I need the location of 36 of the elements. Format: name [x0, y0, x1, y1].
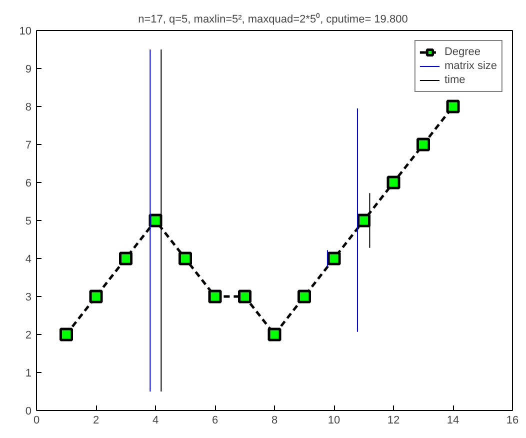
point [238, 290, 252, 304]
x-tick-label: 8 [271, 414, 278, 426]
y-tick-label: 2 [25, 330, 32, 342]
chart-title: n=17, q=5, maxlin=5², maxquad=2*5⁰, cputime= 19.800 [138, 12, 408, 26]
point [327, 252, 341, 266]
x-tick-label: 4 [152, 414, 159, 426]
x-tick-label: 0 [33, 414, 40, 426]
y-tick-label: 4 [25, 254, 32, 266]
legend-label: time [444, 73, 466, 87]
x-tick-label: 12 [387, 414, 400, 426]
y-tick-label: 5 [25, 216, 32, 228]
point [298, 290, 311, 304]
point [178, 252, 192, 266]
point [416, 138, 430, 152]
y-tick-label: 7 [25, 140, 32, 152]
x-tick-label: 10 [328, 414, 340, 426]
y-tick-label: 0 [25, 406, 32, 418]
x-tick-label: 6 [212, 414, 218, 426]
point [60, 328, 73, 342]
y-tick-label: 10 [19, 26, 32, 38]
point [268, 328, 282, 342]
point [208, 290, 222, 304]
y-tick-label: 6 [25, 178, 32, 190]
point [446, 100, 460, 114]
x-tick-label: 2 [92, 414, 100, 426]
point [386, 176, 400, 190]
legend-label: matrix size [444, 59, 497, 73]
y-tick-label: 1 [25, 368, 32, 380]
y-tick-label: 8 [25, 102, 32, 114]
y-tick-label: 9 [25, 64, 32, 76]
point [119, 252, 132, 266]
point [89, 290, 103, 304]
x-tick-label: 16 [506, 414, 519, 426]
legend-label: Degree [444, 45, 481, 59]
y-tick-label: 3 [25, 292, 32, 304]
x-tick-label: 14 [446, 414, 460, 426]
